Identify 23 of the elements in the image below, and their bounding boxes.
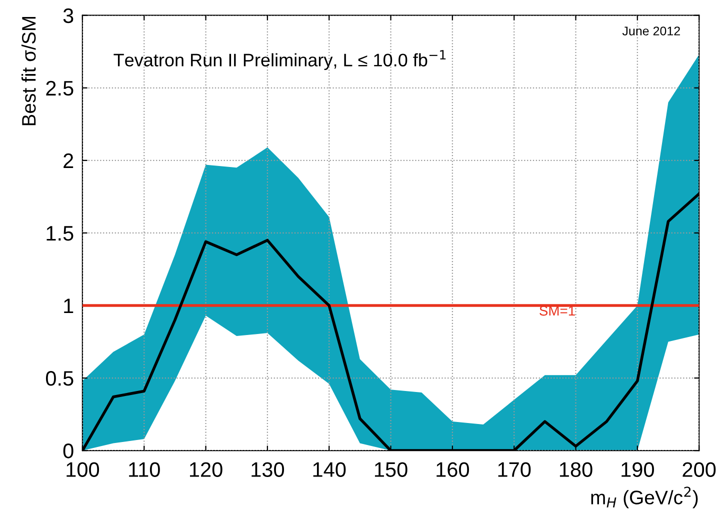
x-tick-label: 130 (252, 462, 284, 477)
annotation: Tevatron Run II Preliminary, L ≤ 10.0 fb$^{−1}$ (114, 50, 446, 70)
x-tick-label: 110 (129, 462, 160, 477)
x-tick-label: 150 (374, 462, 408, 477)
y-tick-label: 0.5 (46, 371, 74, 386)
y-tick-label: 1.5 (46, 226, 74, 241)
x-tick-label: 170 (498, 462, 531, 477)
x-tick-label: 200 (682, 462, 716, 477)
y-tick-label: 1 (64, 298, 74, 314)
x-axis-title: m$_{H}$ (GeV/c$^{2}$) (591, 486, 698, 508)
x-tick-label: 180 (560, 462, 592, 477)
y-tick-label: 2.5 (46, 80, 74, 96)
y-axis-title: Best fit σ/SM (21, 16, 36, 126)
y-tick-label: 0 (63, 444, 74, 458)
y-tick-label: 3 (63, 8, 74, 24)
x-tick-label: 100 (66, 462, 100, 477)
x-tick-label: 140 (313, 462, 346, 477)
ref-line-label: SM=1 (540, 306, 575, 316)
y-tick-label: 2 (64, 153, 74, 168)
x-tick-label: 120 (190, 462, 222, 477)
annotation: June 2012 (622, 26, 680, 36)
x-tick-label: 160 (436, 462, 469, 477)
x-tick-label: 190 (622, 462, 654, 477)
